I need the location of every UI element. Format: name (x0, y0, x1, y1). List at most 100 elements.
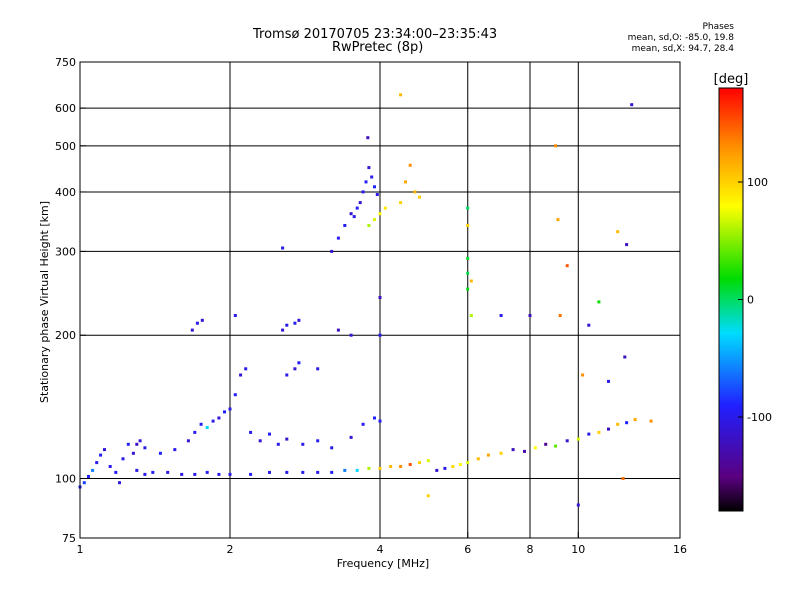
x-tick-label: 8 (527, 543, 534, 556)
data-point (458, 463, 462, 466)
data-point (370, 175, 374, 179)
data-point (383, 206, 387, 210)
data-point (587, 432, 591, 436)
data-point (355, 206, 359, 210)
data-point (389, 465, 393, 468)
data-point (435, 468, 439, 472)
data-point (285, 437, 289, 441)
data-point (118, 481, 121, 485)
data-point (607, 427, 610, 431)
phase-stats-x-mode: mean, sd,X: 94.7, 28.4 (631, 44, 734, 54)
data-point (103, 448, 106, 452)
data-point (597, 300, 601, 304)
data-point (281, 246, 285, 250)
y-tick-label: 75 (62, 532, 76, 545)
data-point (330, 249, 334, 253)
data-point (378, 466, 382, 470)
data-point (451, 465, 455, 468)
data-point (138, 439, 142, 443)
data-point (554, 444, 557, 448)
data-point (404, 180, 407, 184)
data-point (426, 459, 430, 463)
data-point (378, 212, 382, 216)
x-tick-label: 2 (227, 543, 234, 556)
data-point (343, 224, 347, 227)
data-point (87, 475, 90, 478)
data-point (195, 321, 199, 325)
data-point (533, 446, 537, 450)
data-point (217, 416, 221, 420)
data-point (576, 503, 580, 507)
data-point (239, 373, 243, 377)
data-point (558, 314, 562, 317)
y-tick-label: 600 (55, 102, 76, 115)
data-point (523, 449, 526, 453)
y-tick-label: 300 (55, 245, 76, 258)
data-point (361, 422, 365, 426)
data-point (193, 430, 197, 434)
data-point (316, 470, 320, 474)
x-tick-label: 4 (377, 543, 384, 556)
data-point (469, 314, 473, 317)
data-point (373, 185, 376, 189)
data-point (556, 218, 560, 222)
data-point (293, 367, 297, 371)
data-point (249, 472, 253, 476)
data-point (199, 422, 203, 426)
data-point (361, 190, 365, 194)
data-point (499, 314, 503, 317)
data-point (358, 201, 362, 205)
data-point (276, 442, 280, 446)
axes: 1 2 4 6 8 10 16 75 100 200 300 400 500 600 750 Frequenc… (38, 56, 687, 570)
data-point (373, 218, 376, 222)
y-tick-label: 750 (55, 56, 76, 69)
data-point (166, 470, 170, 474)
data-point (367, 166, 371, 170)
data-point (587, 323, 591, 327)
data-point (285, 470, 289, 474)
colorbar-tick-label: 0 (747, 294, 754, 307)
data-point (544, 442, 548, 446)
data-point (443, 466, 447, 470)
data-point (408, 163, 412, 167)
data-point (285, 323, 289, 327)
data-point (316, 367, 320, 371)
phase-stats-o-mode: mean, sd,O: -85.0, 19.8 (627, 33, 734, 43)
data-point (367, 466, 371, 470)
data-point (625, 421, 629, 425)
data-point (349, 435, 353, 439)
data-point (607, 379, 610, 383)
data-point (378, 296, 382, 299)
data-point (217, 472, 221, 476)
chart-subtitle: RwPretec (8p) (332, 40, 424, 55)
data-point (91, 468, 95, 472)
data-point (581, 373, 585, 377)
data-point (330, 470, 334, 474)
data-point (565, 439, 569, 443)
data-point (352, 215, 356, 219)
data-point (413, 190, 417, 194)
data-point (616, 230, 620, 234)
data-point (244, 367, 248, 371)
data-point (193, 472, 197, 476)
data-point (499, 451, 503, 455)
data-point (121, 457, 125, 461)
data-point (297, 318, 301, 322)
data-point (469, 279, 473, 283)
phase-stats: Phases mean, sd,O: -85.0, 19.8 mean, sd,… (628, 22, 734, 55)
data-point (301, 470, 305, 474)
data-point (190, 328, 194, 332)
data-point (486, 453, 490, 457)
data-point (205, 426, 209, 429)
data-point (373, 416, 376, 420)
data-point (476, 457, 480, 461)
x-tick-label: 6 (464, 543, 471, 556)
data-point (364, 180, 368, 184)
data-point (108, 465, 112, 468)
data-point (349, 333, 353, 337)
data-point (82, 481, 86, 485)
data-point (297, 361, 301, 365)
data-point (466, 287, 470, 291)
data-point (418, 195, 421, 199)
